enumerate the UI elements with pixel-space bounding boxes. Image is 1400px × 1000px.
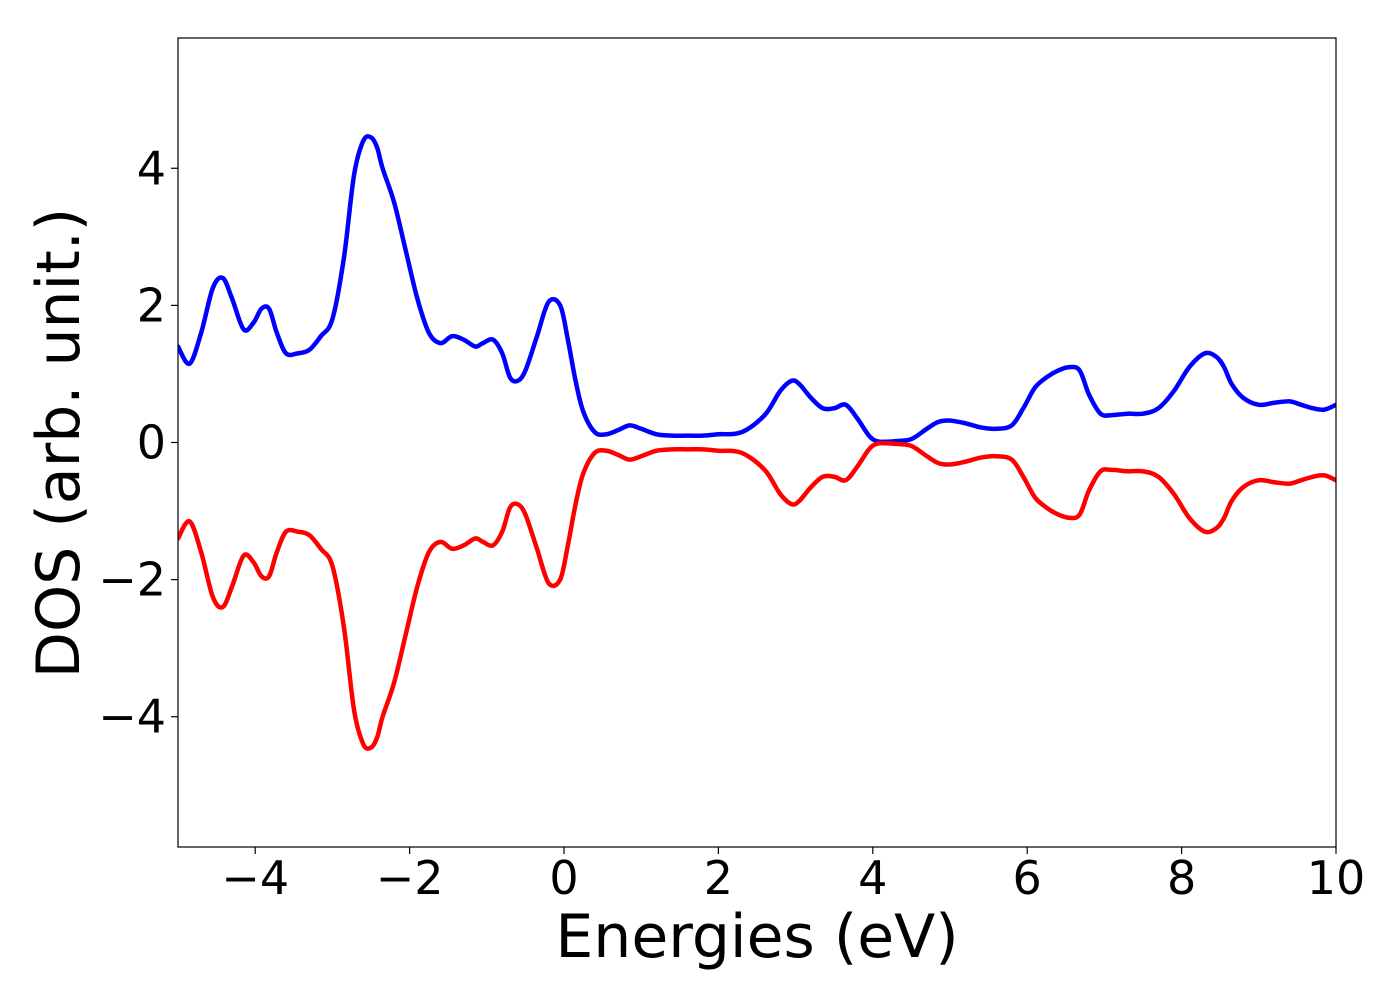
- y-tick-label: −2: [98, 553, 166, 607]
- x-tick-label: −2: [376, 851, 444, 905]
- red-dos-line: [178, 440, 1336, 751]
- x-axis-label: Energies (eV): [555, 902, 958, 972]
- y-tick-label: 0: [137, 416, 166, 470]
- y-axis-label: DOS (arb. unit.): [24, 208, 94, 678]
- plot-area: [178, 38, 1336, 847]
- x-axis-ticks: −4 −2 0 2 4 6 8 10: [221, 847, 1365, 905]
- x-tick-label: 8: [1167, 851, 1196, 905]
- y-tick-label: 2: [137, 278, 166, 332]
- x-tick-label: 4: [858, 851, 887, 905]
- x-tick-label: 6: [1013, 851, 1042, 905]
- series-layer: [178, 134, 1336, 751]
- x-tick-label: 10: [1307, 851, 1366, 905]
- x-tick-label: −4: [221, 851, 289, 905]
- y-axis-ticks: −4 −2 0 2 4: [98, 141, 178, 744]
- y-tick-label: 4: [137, 141, 166, 195]
- y-tick-label: −4: [98, 690, 166, 744]
- x-tick-label: 0: [549, 851, 578, 905]
- blue-dos-line: [178, 134, 1336, 445]
- x-tick-label: 2: [704, 851, 733, 905]
